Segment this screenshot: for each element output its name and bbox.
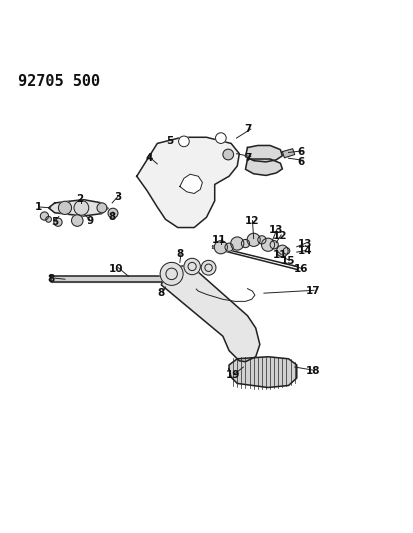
Text: 18: 18 — [306, 366, 320, 376]
Text: 8: 8 — [47, 274, 54, 284]
Circle shape — [214, 241, 228, 254]
Text: 17: 17 — [306, 286, 320, 296]
Text: 11: 11 — [273, 251, 287, 261]
Circle shape — [258, 236, 266, 244]
Text: 3: 3 — [115, 192, 122, 202]
Text: 8: 8 — [176, 249, 183, 259]
Polygon shape — [245, 159, 282, 175]
Circle shape — [188, 262, 196, 271]
Text: 92705 500: 92705 500 — [18, 74, 100, 88]
Polygon shape — [49, 200, 108, 216]
Circle shape — [270, 241, 278, 249]
Text: 6: 6 — [297, 157, 304, 167]
Text: 13: 13 — [269, 224, 283, 235]
Text: 9: 9 — [86, 216, 93, 227]
Circle shape — [277, 245, 288, 257]
Circle shape — [108, 208, 118, 218]
Circle shape — [247, 233, 260, 246]
Text: 7: 7 — [244, 124, 251, 134]
Text: 13: 13 — [298, 239, 312, 249]
Text: 5: 5 — [51, 217, 58, 227]
Polygon shape — [245, 146, 282, 162]
Circle shape — [216, 133, 226, 143]
Circle shape — [223, 149, 234, 160]
Text: 11: 11 — [211, 235, 226, 245]
Text: 4: 4 — [145, 153, 153, 163]
Circle shape — [261, 238, 275, 252]
Polygon shape — [180, 174, 202, 193]
Circle shape — [54, 218, 62, 227]
Text: 12: 12 — [273, 231, 287, 241]
Text: 8: 8 — [158, 288, 165, 298]
Circle shape — [97, 203, 107, 213]
Circle shape — [160, 262, 183, 285]
Text: 15: 15 — [281, 256, 296, 266]
Circle shape — [283, 248, 290, 254]
Text: 8: 8 — [109, 212, 116, 222]
Text: 19: 19 — [226, 370, 240, 380]
Polygon shape — [282, 149, 295, 158]
Circle shape — [184, 259, 200, 274]
Text: 2: 2 — [76, 194, 83, 204]
Circle shape — [201, 260, 216, 275]
Text: 1: 1 — [35, 202, 42, 212]
Circle shape — [225, 243, 233, 252]
Circle shape — [74, 200, 89, 215]
Circle shape — [241, 239, 249, 248]
Text: 12: 12 — [244, 216, 259, 227]
Circle shape — [166, 268, 177, 280]
Polygon shape — [229, 357, 297, 387]
Circle shape — [40, 212, 49, 220]
Circle shape — [46, 216, 52, 222]
Text: 6: 6 — [297, 147, 304, 157]
Text: 14: 14 — [298, 246, 312, 256]
Text: 7: 7 — [244, 153, 251, 163]
Circle shape — [58, 201, 71, 214]
Circle shape — [71, 215, 83, 227]
Text: 10: 10 — [109, 263, 123, 273]
Circle shape — [178, 136, 189, 147]
Text: 16: 16 — [294, 264, 308, 274]
Polygon shape — [51, 276, 166, 282]
Polygon shape — [161, 265, 260, 362]
Circle shape — [231, 237, 244, 250]
Circle shape — [205, 264, 212, 271]
Text: 5: 5 — [166, 136, 173, 147]
Polygon shape — [137, 138, 239, 228]
